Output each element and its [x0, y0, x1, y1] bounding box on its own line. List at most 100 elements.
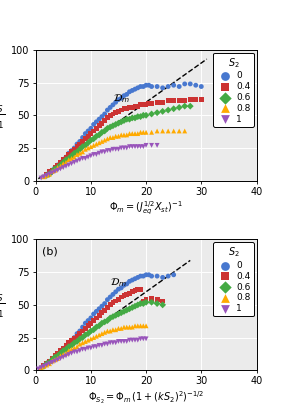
Point	[127, 89, 132, 95]
Point	[94, 324, 99, 330]
Point	[127, 130, 132, 137]
Point	[122, 338, 126, 345]
Point	[108, 147, 113, 154]
Point	[100, 120, 104, 126]
Point	[188, 103, 193, 109]
Point	[83, 325, 87, 332]
Point	[55, 164, 60, 171]
Point	[44, 360, 49, 367]
Text: (b): (b)	[42, 246, 58, 256]
Point	[91, 136, 96, 142]
Point	[80, 328, 85, 334]
Point	[53, 164, 57, 171]
Point	[144, 142, 148, 149]
Point	[61, 159, 66, 166]
Point	[94, 151, 99, 158]
Point	[122, 308, 126, 315]
Point	[111, 146, 115, 153]
Point	[160, 99, 165, 106]
Point	[97, 342, 101, 349]
Point	[75, 343, 79, 350]
Point	[47, 359, 52, 366]
Point	[130, 104, 135, 111]
Point	[199, 83, 203, 90]
Point	[66, 151, 71, 158]
Point	[130, 304, 135, 311]
Point	[44, 362, 49, 368]
Point	[130, 144, 135, 150]
Point	[100, 330, 104, 337]
Point	[75, 338, 79, 345]
Point	[75, 330, 79, 337]
Point	[64, 346, 68, 353]
Point	[125, 281, 129, 287]
Point	[39, 175, 43, 181]
Point	[58, 350, 63, 357]
Point	[138, 322, 143, 329]
Point	[97, 322, 101, 329]
Point	[149, 273, 154, 280]
Point	[97, 122, 101, 129]
Point	[177, 104, 182, 111]
Point	[116, 311, 121, 317]
Point	[113, 288, 118, 295]
Point	[105, 304, 110, 311]
Point	[166, 273, 170, 280]
Point	[80, 134, 85, 141]
Point	[149, 111, 154, 117]
Point	[69, 337, 74, 344]
Point	[50, 355, 54, 362]
Point	[80, 155, 85, 162]
Point	[111, 122, 115, 129]
Point	[36, 366, 41, 372]
Point	[141, 112, 146, 119]
Point	[42, 362, 46, 368]
Point	[50, 168, 54, 175]
Point	[138, 300, 143, 307]
Point	[69, 153, 74, 159]
Point	[108, 134, 113, 141]
Point	[127, 324, 132, 330]
Point	[47, 171, 52, 178]
Point	[100, 129, 104, 136]
Point	[86, 317, 90, 324]
Point	[144, 129, 148, 136]
Point	[83, 130, 87, 137]
Point	[149, 142, 154, 149]
Point	[89, 130, 93, 137]
Point	[194, 82, 198, 89]
Point	[133, 287, 137, 294]
Point	[89, 125, 93, 132]
Point	[69, 337, 74, 344]
Point	[171, 82, 176, 89]
Point	[149, 295, 154, 302]
Point	[182, 81, 187, 87]
Point	[61, 345, 66, 352]
Point	[75, 141, 79, 147]
Point	[135, 113, 140, 120]
Point	[177, 98, 182, 104]
Point	[66, 156, 71, 163]
Point	[53, 168, 57, 175]
Point	[61, 354, 66, 361]
Point	[55, 355, 60, 362]
Point	[141, 102, 146, 108]
Point	[133, 322, 137, 329]
Point	[108, 124, 113, 130]
Point	[47, 360, 52, 367]
Point	[116, 108, 121, 115]
Point	[160, 274, 165, 281]
Point	[105, 107, 110, 114]
Point	[135, 286, 140, 292]
Point	[89, 328, 93, 334]
Point	[69, 346, 74, 353]
Point	[108, 104, 113, 111]
Point	[135, 302, 140, 308]
Point	[97, 131, 101, 138]
Point	[100, 113, 104, 120]
Point	[75, 151, 79, 158]
Point	[138, 102, 143, 108]
Point	[133, 86, 137, 92]
Point	[116, 133, 121, 139]
Point	[171, 128, 176, 134]
